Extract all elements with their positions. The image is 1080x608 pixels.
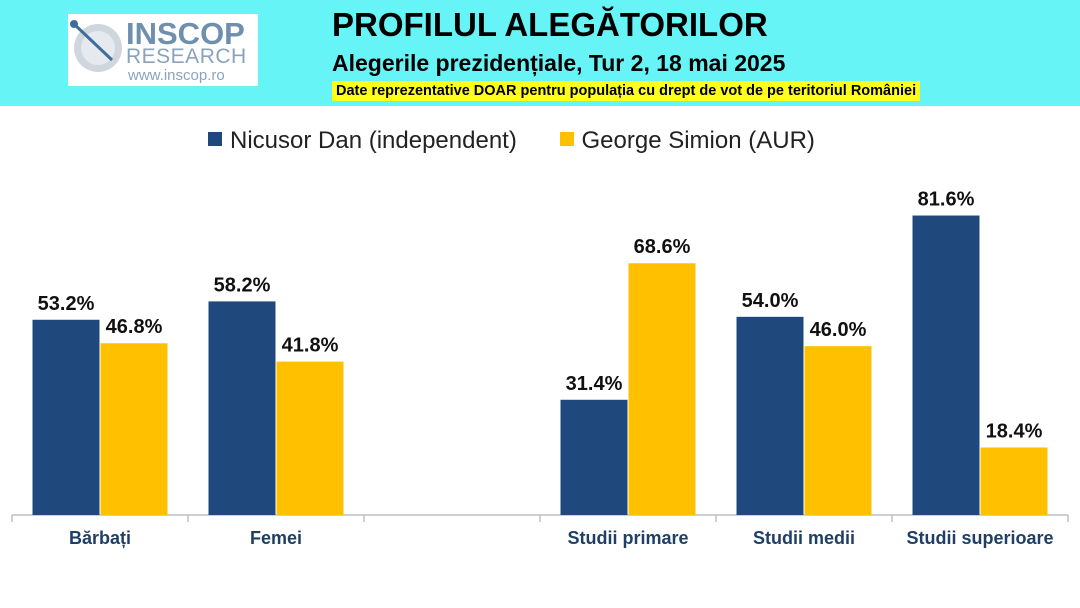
legend-swatch-dan (208, 132, 222, 147)
logo-subtitle: RESEARCH (126, 45, 247, 68)
bar-dan (32, 319, 100, 515)
logo-name: INSCOP (126, 16, 245, 51)
data-label: 18.4% (986, 420, 1043, 442)
bar-simion (980, 447, 1048, 515)
data-label: 81.6% (918, 189, 975, 211)
page-title: PROFILUL ALEGĂTORILOR (332, 6, 768, 43)
data-label: 46.0% (810, 319, 867, 341)
bar-simion (276, 361, 344, 515)
legend-label-simion: George Simion (AUR) (581, 126, 815, 154)
logo-url: www.inscop.ro (128, 67, 225, 84)
bar-simion (100, 343, 168, 515)
legend-label-dan: Nicusor Dan (independent) (230, 126, 517, 154)
legend-item-simion: George Simion (AUR) (559, 126, 815, 155)
data-label: 68.6% (634, 236, 691, 258)
logo-mark-icon (70, 20, 122, 72)
category-label: Studii superioare (906, 528, 1053, 548)
bar-dan (736, 316, 804, 515)
data-label: 53.2% (38, 293, 95, 315)
bar-simion (804, 346, 872, 515)
category-label: Studii primare (567, 528, 688, 548)
data-label: 31.4% (566, 373, 623, 395)
data-label: 54.0% (742, 290, 799, 312)
bar-dan (912, 215, 980, 515)
category-label: Femei (250, 528, 302, 548)
category-label: Studii medii (753, 528, 855, 548)
bar-simion (628, 263, 696, 515)
representativity-note: Date reprezentative DOAR pentru populați… (332, 81, 921, 101)
inscop-logo: INSCOP RESEARCH www.inscop.ro (68, 14, 258, 86)
data-label: 41.8% (282, 335, 339, 357)
header-banner: INSCOP RESEARCH www.inscop.ro PROFILUL A… (0, 0, 1080, 106)
chart-legend: Nicusor Dan (independent) George Simion … (208, 126, 851, 156)
page-subtitle: Alegerile prezidențiale, Tur 2, 18 mai 2… (332, 50, 786, 76)
bar-dan (560, 399, 628, 515)
data-label: 46.8% (106, 316, 163, 338)
bar-dan (208, 301, 276, 515)
legend-swatch-simion (559, 132, 574, 147)
category-label: Bărbați (69, 528, 131, 548)
data-label: 58.2% (214, 274, 271, 296)
legend-item-dan: Nicusor Dan (independent) (208, 127, 517, 155)
